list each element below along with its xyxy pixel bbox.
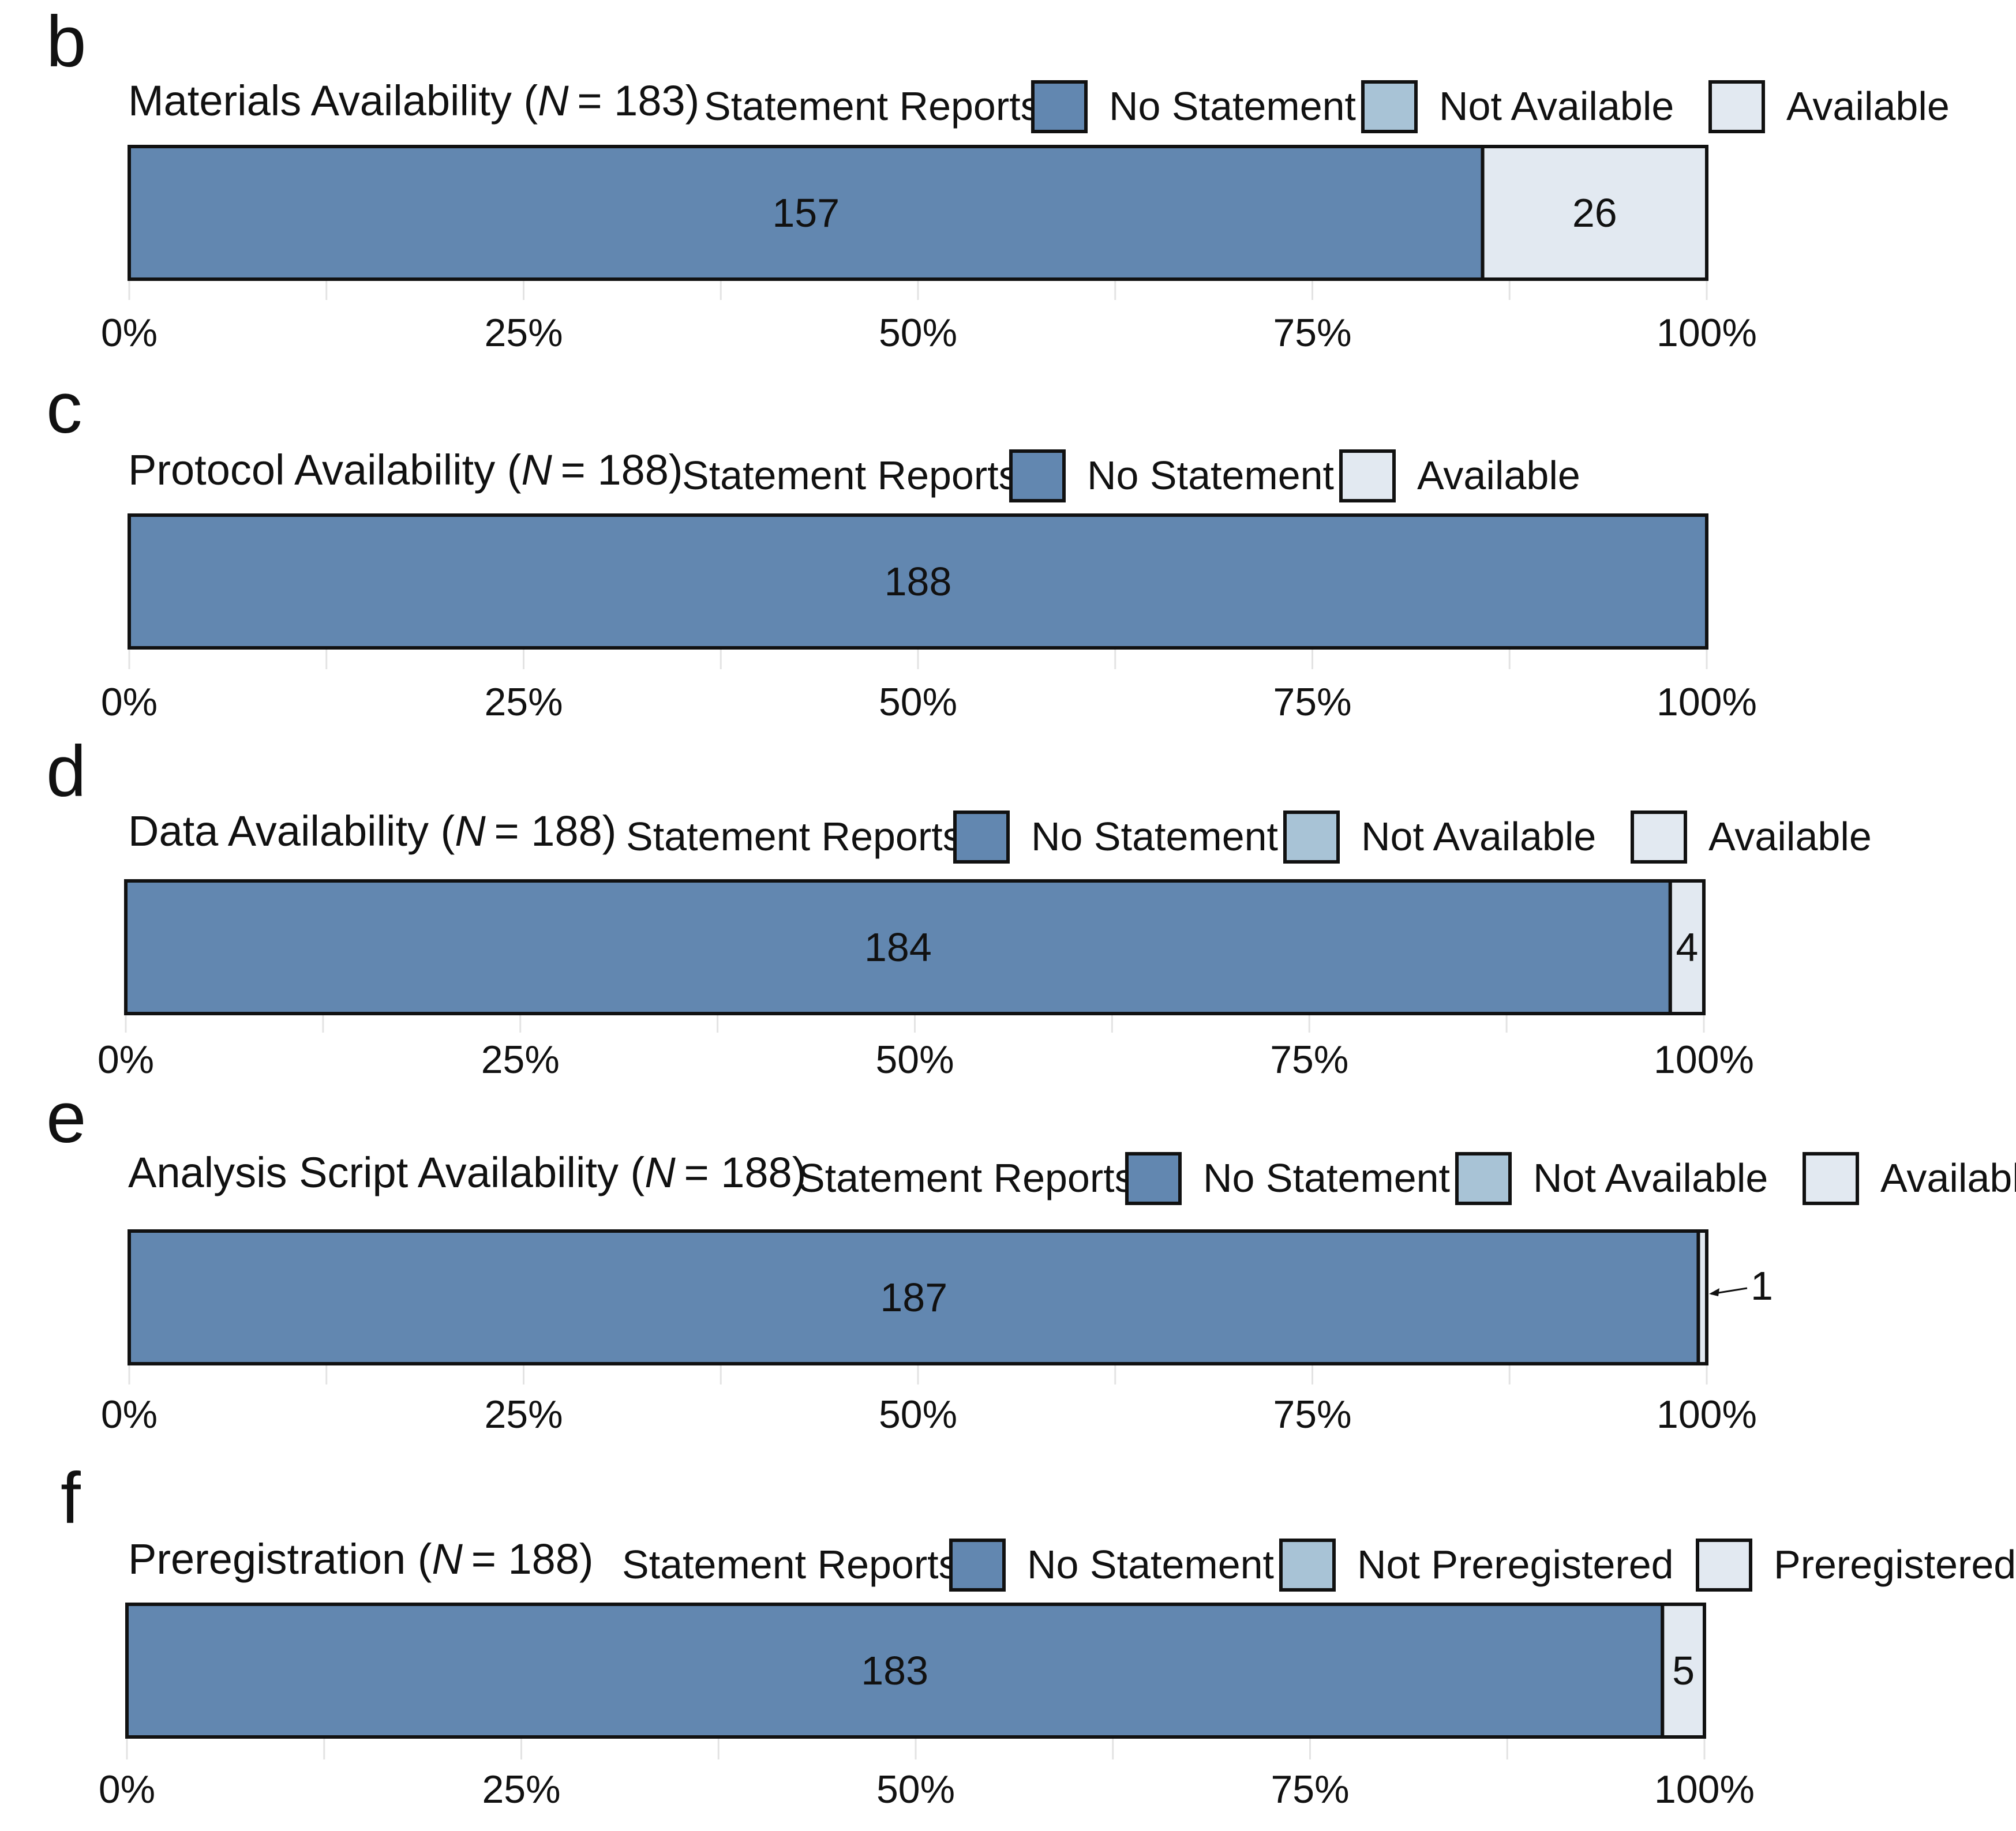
legend-label: No Statement	[1109, 84, 1356, 129]
panel-letter: d	[46, 731, 87, 812]
bar-value-label: 26	[1572, 190, 1617, 235]
x-tick-label: 100%	[1657, 311, 1757, 355]
legend-label: No Statement	[1087, 453, 1334, 498]
panel-b: b Materials Availability (N = 183) Stateme…	[46, 2, 1950, 355]
legend-label: Available	[1417, 453, 1580, 498]
legend-label: Available	[1708, 814, 1872, 859]
panel-title: Analysis Script Availability (N = 188)	[128, 1149, 806, 1196]
legend-label: No Statement	[1027, 1542, 1274, 1587]
legend-swatch	[1631, 811, 1687, 864]
legend-swatch	[1696, 1539, 1752, 1592]
panel-e: e Analysis Script Availability (N = 188)S…	[46, 1078, 2016, 1436]
x-tick-label: 50%	[876, 1768, 955, 1811]
legend-swatch	[1009, 449, 1066, 502]
legend-prefix: Statement Reports:	[622, 1542, 970, 1587]
bar-value-label: 157	[772, 190, 840, 235]
x-tick-label: 25%	[484, 680, 563, 724]
panel-title: Preregistration (N = 188)	[128, 1535, 594, 1583]
bar-segment-available	[1696, 1229, 1709, 1365]
legend-prefix: Statement Reports:	[798, 1155, 1146, 1200]
x-tick-label: 50%	[875, 1038, 954, 1082]
x-tick-label: 25%	[484, 1393, 563, 1436]
legend-swatch	[1361, 80, 1418, 133]
bar-segment-available	[1668, 879, 1706, 1015]
panel-d: d Data Availability (N = 188) Statement Re…	[46, 731, 1872, 1082]
legend-label: Not Available	[1533, 1155, 1768, 1200]
x-tick-label: 75%	[1273, 311, 1351, 355]
panel-title: Data Availability (N = 188)	[128, 807, 616, 855]
bar-value-label: 1	[1751, 1263, 1773, 1308]
panel-f: f Preregistration (N = 188) Statement Repo…	[61, 1458, 2016, 1811]
bar-segment-available	[1481, 145, 1708, 281]
legend-prefix: Statement Reports:	[682, 453, 1030, 498]
legend-swatch	[953, 811, 1010, 864]
legend-label: Available	[1786, 84, 1950, 129]
x-tick-label: 0%	[99, 1768, 155, 1811]
legend-label: Not Preregistered	[1357, 1542, 1674, 1587]
bar-segment-no-statement	[124, 879, 1672, 1015]
bar-value-label: 184	[864, 925, 932, 970]
bar-value-label: 5	[1672, 1648, 1695, 1693]
x-tick-label: 50%	[879, 680, 957, 724]
x-tick-label: 50%	[879, 1393, 957, 1436]
legend-swatch	[1708, 80, 1765, 133]
legend-swatch	[1283, 811, 1340, 864]
legend-label: Not Available	[1361, 814, 1596, 859]
legend-swatch	[949, 1539, 1006, 1592]
x-tick-label: 100%	[1657, 680, 1757, 724]
x-tick-label: 0%	[101, 680, 158, 724]
x-tick-label: 25%	[481, 1038, 560, 1082]
bar-segment-preregistered	[1661, 1603, 1707, 1739]
legend-label: Not Available	[1439, 84, 1674, 129]
x-tick-label: 0%	[101, 311, 158, 355]
callout-arrowhead	[1709, 1288, 1719, 1296]
legend-swatch	[1455, 1152, 1512, 1205]
x-tick-label: 75%	[1273, 1393, 1351, 1436]
bar-segment-no-statement	[128, 1229, 1700, 1365]
panel-title: Materials Availability (N = 183)	[128, 77, 699, 125]
panel-letter: c	[46, 368, 83, 448]
bar-segment-no-statement	[125, 1603, 1665, 1739]
bar-value-label: 4	[1676, 925, 1698, 970]
x-tick-label: 25%	[482, 1768, 560, 1811]
legend-label: Preregistered	[1774, 1542, 2016, 1587]
legend-prefix: Statement Reports:	[626, 814, 974, 859]
panel-letter: e	[46, 1078, 87, 1158]
panel-title: Protocol Availability (N = 188)	[128, 446, 683, 494]
legend-label: No Statement	[1031, 814, 1278, 859]
x-tick-label: 50%	[879, 311, 957, 355]
x-tick-label: 100%	[1657, 1393, 1757, 1436]
bar-value-label: 187	[880, 1275, 947, 1320]
legend-swatch	[1125, 1152, 1182, 1205]
bar-value-label: 188	[885, 559, 952, 604]
panel-letter: f	[61, 1458, 81, 1539]
legend-label: Available	[1880, 1155, 2016, 1200]
panel-letter: b	[46, 2, 87, 82]
legend-swatch	[1803, 1152, 1859, 1205]
x-tick-label: 100%	[1654, 1038, 1754, 1082]
x-tick-label: 25%	[484, 311, 563, 355]
panel-c: c Protocol Availability (N = 188)Statemen…	[46, 368, 1757, 724]
legend-label: No Statement	[1203, 1155, 1450, 1200]
legend-swatch	[1339, 449, 1396, 502]
x-tick-label: 0%	[98, 1038, 154, 1082]
x-tick-label: 75%	[1270, 1038, 1348, 1082]
legend-prefix: Statement Reports:	[704, 84, 1052, 129]
bar-segment-no-statement	[128, 513, 1708, 650]
x-tick-label: 0%	[101, 1393, 158, 1436]
x-tick-label: 75%	[1271, 1768, 1349, 1811]
bar-value-label: 183	[861, 1648, 928, 1693]
x-tick-label: 75%	[1273, 680, 1351, 724]
x-tick-label: 100%	[1654, 1768, 1755, 1811]
legend-swatch	[1031, 80, 1088, 133]
legend-swatch	[1279, 1539, 1336, 1592]
